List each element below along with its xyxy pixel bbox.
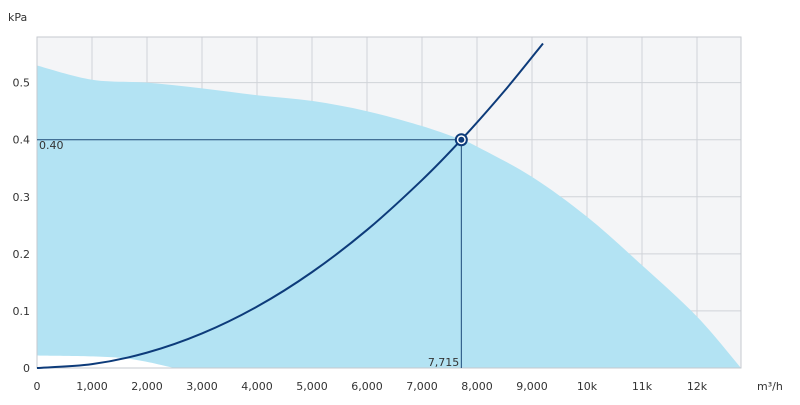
x-tick-label: 9,000 bbox=[516, 380, 548, 393]
operating-region bbox=[37, 65, 741, 368]
operating-point-marker-dot bbox=[458, 136, 465, 143]
x-tick-label: 11k bbox=[632, 380, 653, 393]
x-tick-label: 8,000 bbox=[461, 380, 493, 393]
x-tick-label: 3,000 bbox=[186, 380, 218, 393]
x-tick-label: 12k bbox=[687, 380, 708, 393]
y-tick-label: 0.4 bbox=[13, 134, 31, 147]
y-tick-label: 0.3 bbox=[13, 191, 31, 204]
x-axis-ticks: 0 1,000 2,000 3,000 4,000 5,000 6,000 7,000 8,00… bbox=[34, 380, 708, 393]
system-curve bbox=[36, 42, 544, 369]
x-tick-label: 2,000 bbox=[131, 380, 163, 393]
x-tick-label: 7,000 bbox=[406, 380, 438, 393]
operating-point-y-label: 0.40 bbox=[39, 139, 64, 152]
y-tick-label: 0.2 bbox=[13, 248, 31, 261]
x-tick-label: 10k bbox=[577, 380, 598, 393]
y-tick-label: 0.5 bbox=[13, 77, 31, 90]
x-axis-label: m³/h bbox=[757, 380, 783, 393]
x-tick-label: 6,000 bbox=[351, 380, 383, 393]
operating-point-x-label: 7,715 bbox=[428, 356, 460, 369]
y-tick-label: 0 bbox=[23, 362, 30, 375]
y-axis-label: kPa bbox=[8, 11, 27, 24]
x-tick-label: 1,000 bbox=[76, 380, 108, 393]
x-tick-label: 0 bbox=[34, 380, 41, 393]
y-tick-label: 0.1 bbox=[13, 305, 31, 318]
y-axis-ticks: 0 0.1 0.2 0.3 0.4 0.5 bbox=[13, 77, 31, 375]
x-tick-label: 4,000 bbox=[241, 380, 273, 393]
plot-border bbox=[36, 36, 742, 369]
x-tick-label: 5,000 bbox=[296, 380, 328, 393]
